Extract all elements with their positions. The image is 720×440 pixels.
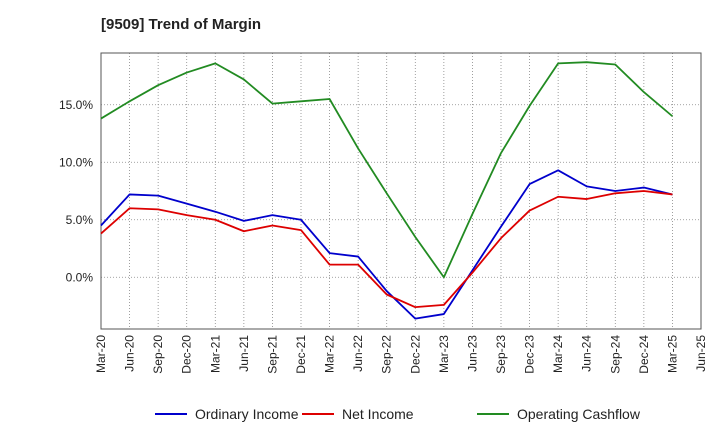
legend: Ordinary Income Net Income Operating Cashf… [155,406,641,422]
x-tick-label: Jun-22 [351,335,365,372]
chart-title: [9509] Trend of Margin [101,16,262,33]
y-tick-label: 0.0% [66,270,94,284]
legend-label: Ordinary Income [195,406,299,422]
x-tick-label: Jun-20 [123,335,137,372]
y-tick-label: 10.0% [59,155,93,169]
x-tick-label: Mar-21 [208,335,222,373]
x-tick-label: Sep-21 [265,335,279,374]
x-tick-label: Sep-23 [494,335,508,374]
x-tick-label: Jun-25 [694,335,708,372]
x-tick-label: Jun-23 [465,335,479,372]
x-axis-ticks: Mar-20 Jun-20 Sep-20 Dec-20 Mar-21 Jun-21 Sep-… [94,335,708,374]
x-tick-label: Sep-22 [380,335,394,374]
legend-label: Net Income [342,406,414,422]
series-lines [100,61,674,320]
x-tick-label: Jun-21 [237,335,251,372]
x-tick-label: Mar-25 [665,335,679,373]
x-tick-label: Dec-20 [180,335,194,374]
y-tick-label: 5.0% [66,213,94,227]
grid-lines [100,53,702,329]
series-line [100,61,674,279]
x-tick-label: Jun-24 [580,335,594,372]
y-axis-ticks: 0.0% 5.0% 10.0% 15.0% [59,98,93,285]
x-tick-label: Mar-23 [437,335,451,373]
series-line [100,169,673,320]
x-tick-label: Dec-23 [523,335,537,374]
x-tick-label: Dec-24 [637,335,651,374]
series-line [100,190,673,309]
x-tick-label: Mar-22 [323,335,337,373]
x-tick-label: Mar-20 [94,335,108,373]
x-tick-label: Sep-20 [151,335,165,374]
x-tick-label: Dec-21 [294,335,308,374]
x-tick-label: Mar-24 [551,335,565,373]
y-tick-label: 15.0% [59,98,93,112]
x-tick-label: Dec-22 [408,335,422,374]
plot-frame [100,52,702,330]
legend-label: Operating Cashflow [517,406,641,422]
x-tick-label: Sep-24 [608,335,622,374]
